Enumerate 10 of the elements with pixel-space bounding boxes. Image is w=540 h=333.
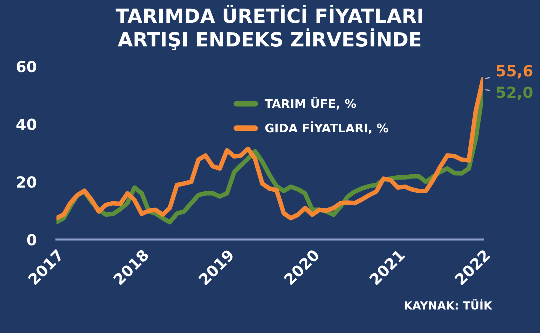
legend-label: GIDA FİYATLARI, % bbox=[265, 122, 388, 134]
y-tick-label: 20 bbox=[17, 176, 37, 188]
y-tick-label: 60 bbox=[16, 61, 37, 73]
legend-label: TARIM ÜFE, % bbox=[264, 97, 356, 110]
y-tick-label: 0 bbox=[27, 234, 37, 246]
y-tick-label: 40 bbox=[16, 118, 37, 130]
data-label: 52,0 bbox=[496, 86, 533, 100]
data-label: 55,6 bbox=[496, 65, 533, 79]
chart-title: TARIMDA ÜRETİCİ FİYATLARI ARTIŞI ENDEKS ZİRVESİNDE bbox=[116, 5, 422, 50]
text: KAYNAK: TÜİK bbox=[405, 299, 493, 310]
